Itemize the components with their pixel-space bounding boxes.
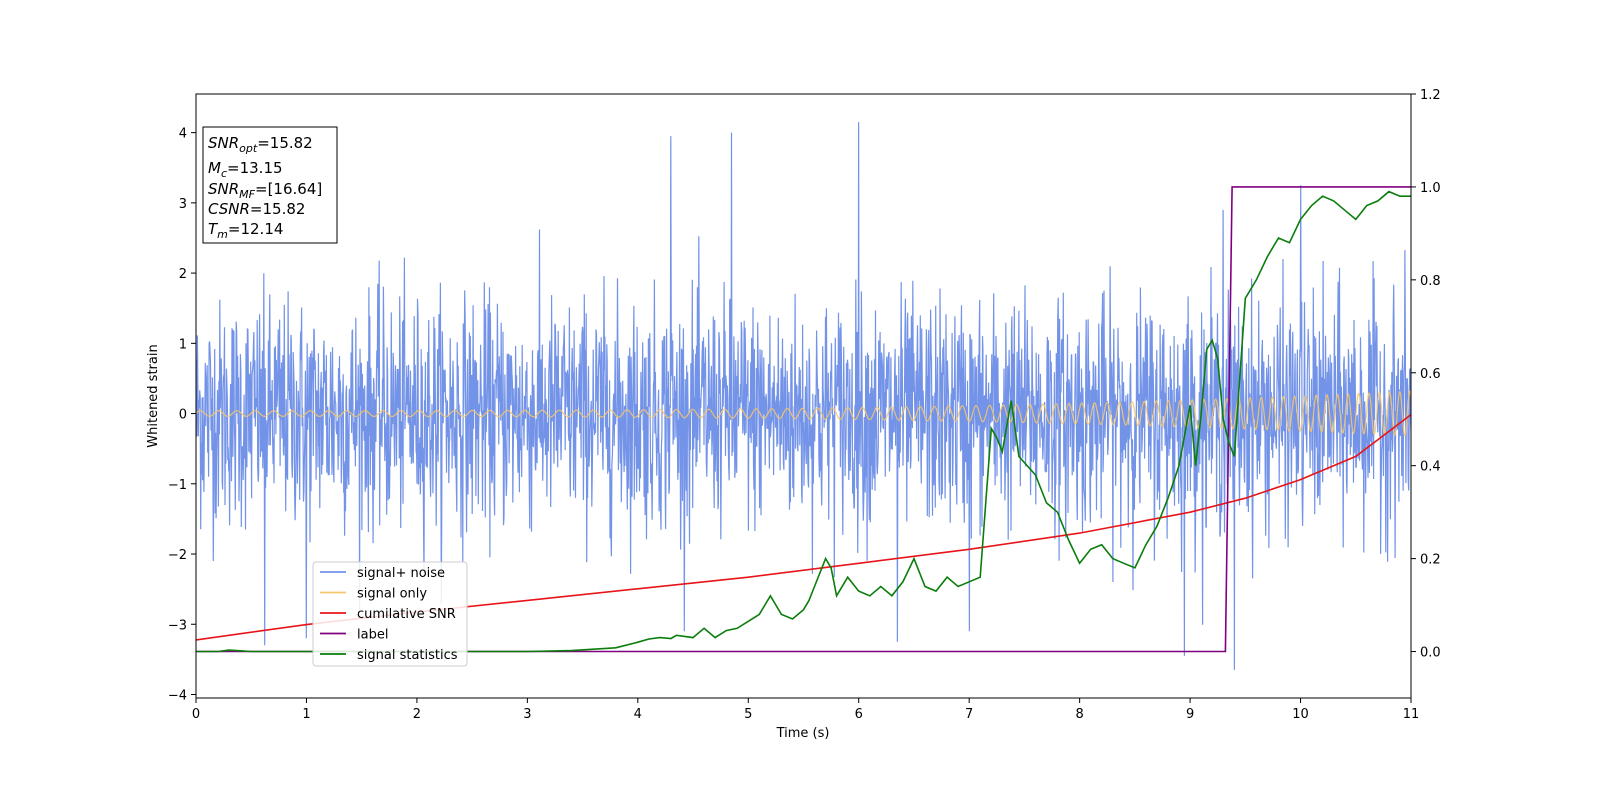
x-tick-label: 3	[523, 707, 531, 722]
stats-line: SNRMF=[16.64]	[208, 180, 322, 201]
y-left-tick-label: −3	[168, 618, 187, 633]
stats-box-frame	[202, 126, 338, 244]
stats-line: Tm=12.14	[208, 220, 283, 241]
legend-label-signal-noise: signal+ noise	[357, 566, 445, 581]
stats-line: Mc=13.15	[208, 159, 283, 180]
y-left-tick-label: 4	[179, 127, 187, 142]
y-right-tick-label: 0.6	[1420, 367, 1441, 382]
y-left-tick-label: −1	[168, 478, 187, 493]
series-signal-statistics	[196, 190, 1411, 653]
x-tick-label: 11	[1403, 707, 1420, 722]
legend-label-signal-only: signal only	[357, 587, 427, 602]
y-right-tick-label: 1.2	[1420, 88, 1441, 103]
stats-box: SNRopt=15.82 Mc=13.15SNRMF=[16.64]CSNR=15…	[202, 126, 338, 244]
x-tick-label: 7	[965, 707, 973, 722]
y-axis-left: −4 −3 −2 −1 0 1 2 3 4	[168, 127, 196, 703]
y-right-tick-label: 0.4	[1420, 460, 1441, 475]
y-right-tick-label: 1.0	[1420, 181, 1441, 196]
y-left-tick-label: 0	[179, 408, 187, 423]
x-tick-label: 4	[634, 707, 642, 722]
x-tick-label: 10	[1292, 707, 1309, 722]
y-right-tick-label: 0.8	[1420, 274, 1441, 289]
legend: signal+ noise signal only cumilative SNR la…	[312, 561, 468, 667]
series-label	[196, 186, 1411, 653]
y-left-tick-label: 1	[179, 337, 187, 352]
y-right-tick-label: 0.0	[1420, 646, 1441, 661]
x-tick-label: 1	[302, 707, 310, 722]
plot-frame	[195, 93, 1412, 699]
x-tick-label: 8	[1075, 707, 1083, 722]
x-tick-label: 5	[744, 707, 752, 722]
x-axis: 0 1 2 3 4 5 6 7 8 9 10 11	[192, 698, 1419, 722]
legend-label-label: label	[357, 628, 388, 643]
stats-line: SNRopt=15.82	[208, 134, 313, 155]
y-left-tick-label: 2	[179, 267, 187, 282]
y-left-tick-label: 3	[179, 197, 187, 212]
y-axis-right: 0.0 0.2 0.4 0.6 0.8 1.0 1.2	[1411, 88, 1441, 661]
legend-frame	[312, 561, 468, 667]
stats-line: CSNR=15.82	[208, 200, 305, 218]
x-axis-label: Time (s)	[776, 726, 830, 741]
legend-label-cumilative-snr: cumilative SNR	[357, 607, 456, 622]
series-signal-noise	[196, 122, 1411, 670]
y-left-tick-label: −2	[168, 548, 187, 563]
y-left-tick-label: −4	[168, 688, 187, 703]
series-signal-only	[196, 390, 1411, 437]
x-tick-label: 2	[413, 707, 421, 722]
legend-label-signal-statistics: signal statistics	[357, 648, 458, 663]
x-tick-label: 9	[1186, 707, 1194, 722]
x-tick-label: 0	[192, 707, 200, 722]
y-axis-label: Whitened strain	[146, 344, 161, 447]
x-tick-label: 6	[855, 707, 863, 722]
y-right-tick-label: 0.2	[1420, 553, 1441, 568]
